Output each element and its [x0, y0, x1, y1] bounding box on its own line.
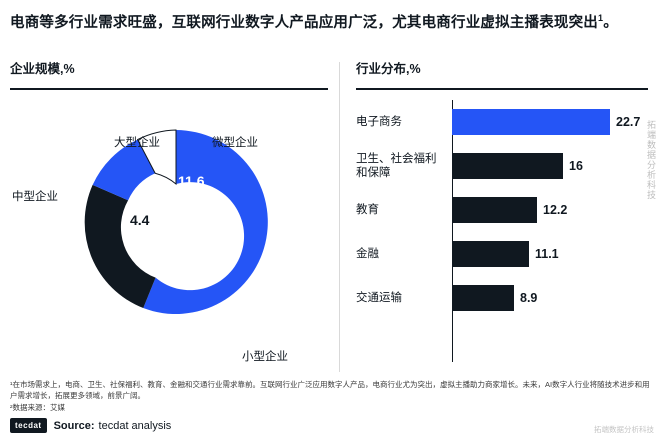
panel-industry-unit: ,%: [406, 62, 421, 76]
bar-fill: [452, 197, 537, 223]
donut-label-small: 小型企业: [242, 351, 288, 363]
panel-industry-heading: 行业分布,%: [356, 58, 650, 82]
bar-track: 22.7: [452, 109, 648, 135]
donut-slice-large: [136, 129, 177, 186]
bar-value-label: 8.9: [520, 291, 538, 305]
panel-company-size: 企业规模,% 大型企业 4.4 微型企业 11.6 中型企业 28.2: [10, 58, 340, 378]
bar-track: 12.2: [452, 197, 648, 223]
donut-value-small: 55.8: [174, 332, 202, 348]
footnote-2: ²数据来源：艾媒: [10, 403, 65, 412]
bar-track: 16: [452, 153, 648, 179]
footer: tecdat Source: tecdat analysis: [10, 418, 171, 433]
bar-axis-line: [452, 100, 453, 362]
bar-track: 11.1: [452, 241, 648, 267]
bar-value-label: 12.2: [543, 203, 568, 217]
page-title-period: 。: [603, 14, 618, 31]
panel-company-size-title: 企业规模: [10, 62, 61, 76]
watermark-bottom: 拓端数据分析科技: [594, 425, 654, 434]
page-title-footnote-marker: 1: [598, 13, 604, 23]
bar-value-label: 22.7: [616, 115, 641, 129]
bar-row: 教育 12.2: [356, 188, 648, 232]
panel-industry-rule: [356, 88, 648, 90]
source-label: Source:: [53, 419, 95, 432]
bar-row: 交通运输 8.9: [356, 276, 648, 320]
bar-row: 卫生、社会福利和保障 16: [356, 144, 648, 188]
donut-value-micro: 11.6: [178, 173, 205, 189]
panel-industry-distribution: 行业分布,% 电子商务 22.7 卫生、社会福利和保障 16 教育: [340, 58, 650, 378]
panel-industry-title: 行业分布: [356, 62, 407, 76]
bar-row: 电子商务 22.7: [356, 100, 648, 144]
footnote-1: ¹在市场需求上，电商、卫生、社保福利、教育、金融和交通行业需求靠前。互联网行业广…: [10, 380, 650, 400]
bar-category-label: 电子商务: [356, 116, 402, 128]
bar-fill: [452, 153, 563, 179]
bar-track: 8.9: [452, 285, 648, 311]
donut-label-large: 大型企业: [114, 137, 160, 149]
panel-company-size-unit: ,%: [60, 62, 75, 76]
donut-value-large: 4.4: [130, 212, 150, 228]
watermark-side: 拓端数据分析科技: [646, 120, 656, 200]
bar-row: 金融 11.1: [356, 232, 648, 276]
charts-container: 企业规模,% 大型企业 4.4 微型企业 11.6 中型企业 28.2: [10, 58, 650, 378]
bar-category-label: 金融: [356, 248, 379, 260]
donut-label-medium: 中型企业: [12, 191, 58, 203]
donut-value-medium: 28.2: [44, 213, 72, 229]
page-title-text: 电商等多行业需求旺盛，互联网行业数字人产品应用广泛，尤其电商行业虚拟主播表现突出: [10, 14, 598, 31]
bar-fill: [452, 285, 514, 311]
panel-company-size-rule: [10, 88, 328, 90]
footnotes: ¹在市场需求上，电商、卫生、社保福利、教育、金融和交通行业需求靠前。互联网行业广…: [10, 379, 650, 414]
panel-divider: [339, 62, 340, 372]
bar-category-label: 教育: [356, 204, 379, 216]
bar-fill: [452, 241, 529, 267]
donut-slice-micro: [92, 139, 156, 201]
bar-fill: [452, 109, 610, 135]
tecdat-logo: tecdat: [10, 418, 47, 433]
bar-category-label: 交通运输: [356, 292, 402, 304]
panel-company-size-heading: 企业规模,%: [10, 58, 340, 82]
page-title: 电商等多行业需求旺盛，互联网行业数字人产品应用广泛，尤其电商行业虚拟主播表现突出…: [10, 8, 650, 34]
bar-value-label: 11.1: [535, 247, 559, 261]
donut-slice-medium: [84, 184, 156, 309]
donut-svg: [84, 129, 268, 314]
donut-label-micro: 微型企业: [212, 137, 258, 149]
donut-chart: 大型企业 4.4 微型企业 11.6 中型企业 28.2 小型企业 55.8: [10, 100, 340, 378]
donut-slice-small: [143, 130, 268, 314]
bar-category-label: 卫生、社会福利和保障: [356, 153, 437, 179]
bar-chart: 电子商务 22.7 卫生、社会福利和保障 16 教育 12.2: [356, 100, 648, 362]
bar-value-label: 16: [569, 159, 583, 173]
source-value: tecdat analysis: [98, 419, 172, 432]
